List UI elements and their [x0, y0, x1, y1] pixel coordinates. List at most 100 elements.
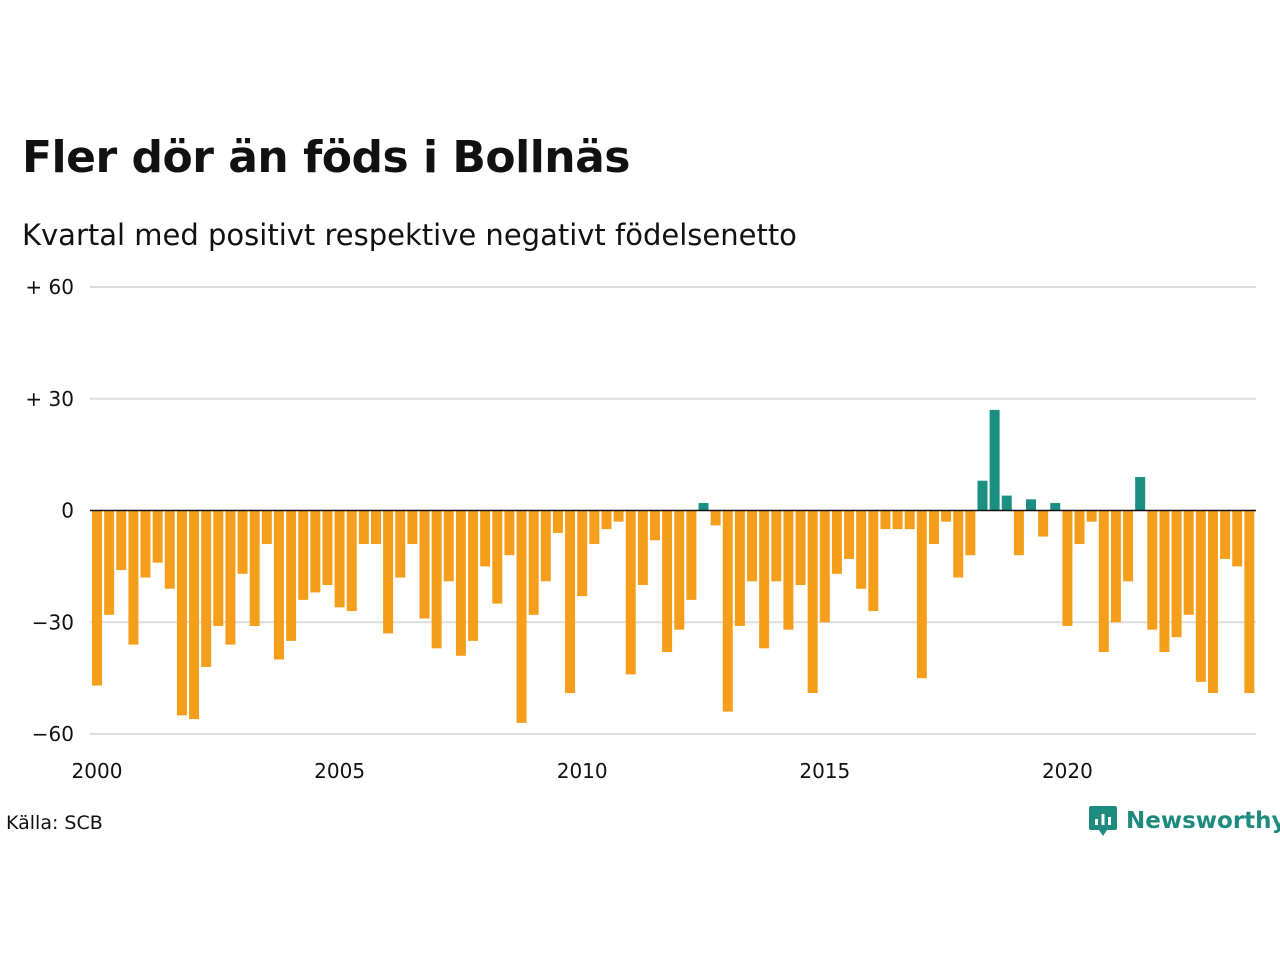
bar: [334, 510, 345, 608]
bar: [286, 510, 297, 641]
bar: [1001, 495, 1012, 511]
bar: [383, 510, 394, 634]
bar: [989, 409, 1000, 511]
bar: [831, 510, 842, 574]
y-tick-label: −30: [32, 610, 74, 634]
x-tick-label: 2010: [557, 759, 608, 783]
bar: [1171, 510, 1182, 638]
chart-subtitle: Kvartal med positivt respektive negativt…: [22, 218, 797, 252]
bar: [225, 510, 236, 645]
source-note: Källa: SCB: [6, 812, 103, 834]
bar: [589, 510, 600, 545]
bar: [492, 510, 503, 604]
y-tick-label: −60: [32, 722, 74, 746]
bar: [468, 510, 479, 641]
bar: [686, 510, 697, 600]
bar: [176, 510, 187, 716]
bar: [322, 510, 333, 585]
bar: [771, 510, 782, 582]
bar: [346, 510, 357, 612]
bar: [1195, 510, 1206, 682]
bar: [201, 510, 212, 667]
bar: [298, 510, 309, 600]
bar: [504, 510, 515, 556]
bar: [892, 510, 903, 530]
bar: [868, 510, 879, 612]
bar: [698, 503, 709, 511]
bar: [795, 510, 806, 585]
bar: [783, 510, 794, 630]
bar: [941, 510, 952, 522]
bar: [965, 510, 976, 556]
bar: [844, 510, 855, 559]
bar: [443, 510, 454, 582]
bar: [662, 510, 673, 653]
bar: [819, 510, 830, 623]
bar: [565, 510, 576, 694]
bar: [1050, 503, 1061, 511]
x-tick-label: 2015: [799, 759, 850, 783]
bar: [104, 510, 115, 615]
bar: [1013, 510, 1024, 556]
bar: [116, 510, 127, 571]
bar: [977, 480, 988, 511]
bar: [601, 510, 612, 530]
bar: [904, 510, 915, 530]
bar: [1110, 510, 1121, 623]
bar: [1147, 510, 1158, 630]
bars: [92, 409, 1255, 723]
bar: [152, 510, 163, 563]
y-tick-label: + 30: [25, 387, 74, 411]
bar: [540, 510, 551, 582]
x-tick-label: 2020: [1042, 759, 1093, 783]
bar: [577, 510, 588, 597]
bar: [249, 510, 260, 626]
bar: [1086, 510, 1097, 522]
bar: [273, 510, 284, 660]
bar: [552, 510, 563, 533]
x-tick-label: 2000: [72, 759, 123, 783]
bar: [480, 510, 491, 567]
bar: [759, 510, 770, 649]
bar: [916, 510, 927, 679]
brand-logo: Newsworthy: [1088, 804, 1280, 838]
bar: [1135, 476, 1146, 511]
bar: [734, 510, 745, 626]
bar: [1098, 510, 1109, 653]
bar: [261, 510, 272, 545]
bar: [431, 510, 442, 649]
bar: [613, 510, 624, 522]
bar: [395, 510, 406, 578]
bar: [1159, 510, 1170, 653]
y-tick-label: + 60: [25, 275, 74, 299]
bar: [747, 510, 758, 582]
bar: [807, 510, 818, 694]
bar: [455, 510, 466, 656]
x-axis-ticks: 2000 2005 2010 2015 2020: [72, 759, 1093, 783]
bar: [1183, 510, 1194, 615]
chart-title: Fler dör än föds i Bollnäs: [22, 132, 630, 183]
bar: [1207, 510, 1218, 694]
bar: [1123, 510, 1134, 582]
brand-name: Newsworthy: [1126, 808, 1280, 834]
bar: [953, 510, 964, 578]
bar: [407, 510, 418, 545]
y-axis-ticks: + 60 + 30 0 −30 −60: [25, 275, 74, 746]
bar: [1038, 510, 1049, 537]
bar: [1232, 510, 1243, 567]
bar: [128, 510, 139, 645]
bar: [1244, 510, 1255, 694]
bar: [649, 510, 660, 541]
bar: [1026, 499, 1037, 511]
y-tick-label: 0: [61, 499, 74, 523]
bar: [856, 510, 867, 589]
bar: [1074, 510, 1085, 545]
bar: [237, 510, 248, 574]
bar: [1062, 510, 1073, 626]
bar: [516, 510, 527, 723]
bar: [92, 510, 102, 686]
bar: [674, 510, 685, 630]
bar: [189, 510, 200, 720]
bar: [528, 510, 539, 615]
x-tick-label: 2005: [314, 759, 365, 783]
